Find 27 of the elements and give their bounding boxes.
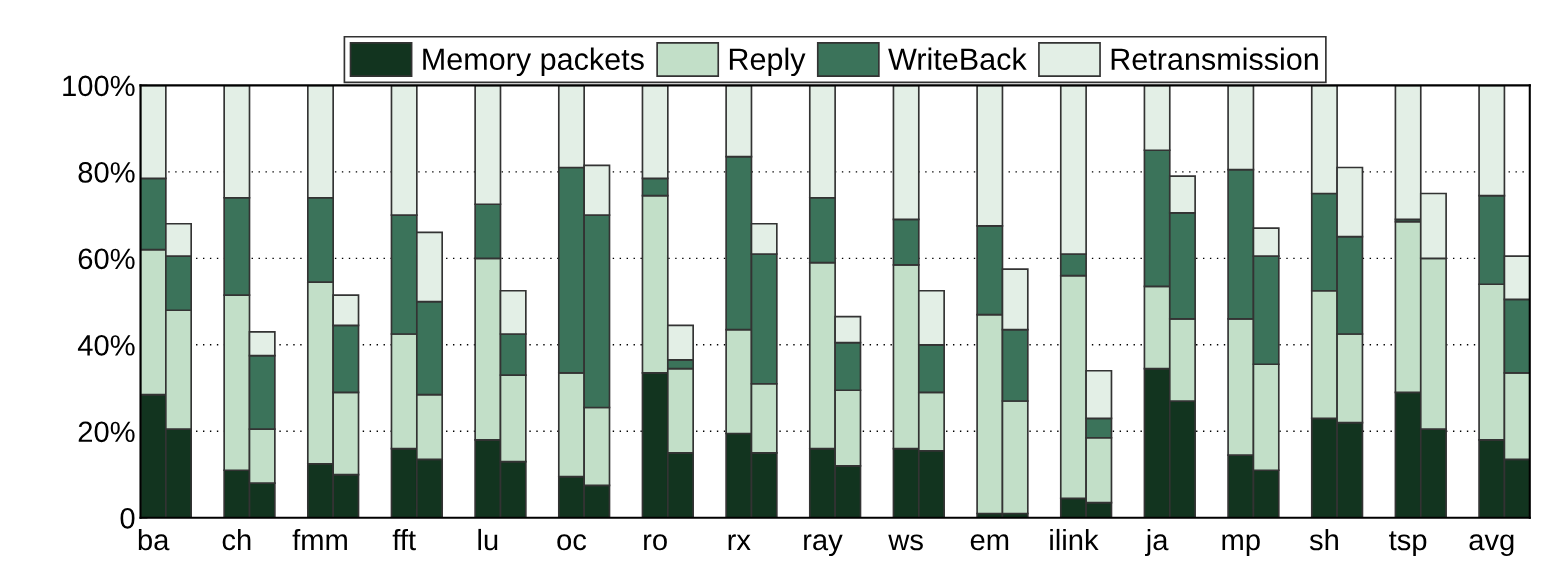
- x-tick-label: mp: [1222, 534, 1260, 557]
- x-tick-label: ws: [888, 534, 923, 551]
- x-tick-label: ro: [644, 534, 667, 551]
- x-tick-label: tsp: [1389, 531, 1427, 557]
- legend-label: Reply: [729, 47, 806, 77]
- x-tick-label: lu: [478, 528, 498, 551]
- x-tick-label: avg: [1469, 534, 1514, 557]
- y-tick-label: 20%: [78, 421, 135, 443]
- x-tick-label: fmm: [292, 528, 347, 551]
- x-tick-label: sh: [1309, 528, 1338, 551]
- x-tick-label: fft: [392, 528, 416, 551]
- x-tick-label: ja: [1145, 528, 1169, 557]
- x-tick-label: ilink: [1050, 528, 1099, 551]
- y-tick-label: 100%: [63, 75, 135, 97]
- x-tick-label: rx: [728, 534, 751, 551]
- legend-label: WriteBack: [888, 47, 1027, 71]
- x-tick-label: ba: [138, 528, 170, 551]
- x-tick-label: oc: [557, 534, 587, 551]
- x-tick-label: em: [970, 534, 1009, 551]
- x-tick-label: ch: [222, 528, 251, 551]
- y-tick-label: 60%: [78, 248, 135, 270]
- y-tick-label: 0: [120, 507, 135, 529]
- x-tick-label: ray: [804, 534, 843, 557]
- y-tick-label: 80%: [78, 162, 135, 183]
- legend-label: Retransmission: [1111, 47, 1318, 71]
- y-tick-label: 40%: [77, 335, 135, 356]
- legend-label: Memory packets: [423, 47, 644, 77]
